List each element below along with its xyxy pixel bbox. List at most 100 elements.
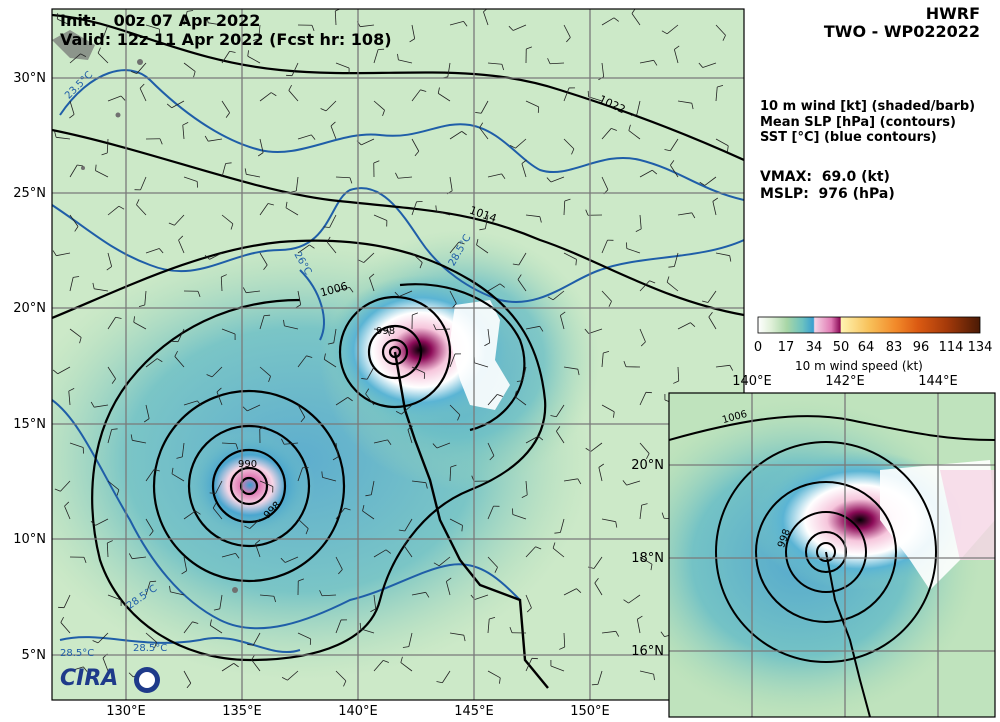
wind-barb [436,210,451,216]
wind-barb [94,288,109,292]
wind-barb [259,366,271,377]
wind-barb-flag [305,528,309,535]
wind-barb-flag [373,160,380,164]
wind-barb-flag [501,64,505,71]
wind-barb [639,280,650,292]
wind-barb-flag [80,53,87,57]
wind-barb-flag [395,411,402,415]
wind-barb [594,582,603,596]
wind-barb [563,632,566,648]
colorbar-tick: 96 [912,340,930,355]
wind-barb [325,100,337,112]
wind-barb [715,24,726,36]
wind-barb-flag [128,553,133,559]
colorbar-tick: 17 [777,340,795,355]
wind-barb-flag [221,274,227,278]
wind-barb [449,131,462,140]
wind-barb [181,442,185,457]
lon-tick-label: 145°E [454,704,494,719]
wind-barb-flag [101,152,108,156]
wind-barb-flag [458,241,465,245]
wind-barb [601,353,604,368]
wind-barb [447,62,451,77]
wind-barb-flag [526,607,532,613]
wind-barb [476,244,489,254]
mslp-value: MSLP: 976 (hPa) [760,186,895,202]
wind-barb-flag [95,164,97,171]
wind-barb [297,134,312,140]
wind-barb-flag [229,50,236,53]
wind-barb [335,397,348,406]
wind-barb [132,556,147,560]
wind-barb-flag [564,198,571,202]
wind-barb [56,136,71,140]
wind-barb-flag [267,203,274,206]
wind-barb-flag [209,492,216,494]
wind-barb [601,290,612,302]
wind-barb-flag [637,615,643,620]
wind-barb-flag [559,646,565,650]
wind-barb-flag [727,145,729,152]
wind-barb [366,366,375,380]
wind-barb-flag [252,38,259,42]
wind-barb [95,170,109,178]
wind-barb [707,290,717,303]
wind-barb [484,214,489,229]
wind-barb-flag [143,418,150,423]
wind-barb-flag [640,341,646,347]
wind-barb [398,176,413,179]
valid-time: Valid: 12z 11 Apr 2022 (Fcst hr: 108) [60,30,392,49]
wind-barb-flag [118,205,125,210]
wind-barb [57,18,71,26]
colorbar-tick: 50 [832,340,850,355]
wind-barb-flag [225,162,232,164]
wind-barb-flag [130,434,133,441]
wind-barb-flag [615,631,620,637]
wind-barb [588,96,603,102]
wind-barb-flag [273,596,277,603]
wind-barb [411,591,426,596]
wind-barb [435,328,451,331]
wind-barb [601,62,605,77]
wind-barb [639,556,653,565]
wind-barb [563,87,570,102]
wind-barb-flag [499,283,505,288]
wind-barb [334,10,337,26]
wind-barb [183,556,188,571]
land-mass [52,30,95,60]
wind-barb [285,207,299,216]
wind-barb [297,518,309,529]
wind-barb [590,442,603,452]
wind-barb-flag [660,631,665,637]
wind-barb-flag [60,616,64,623]
wind-barb [525,214,540,218]
wind-barb-flag [247,50,249,57]
wind-barb [639,328,646,343]
wind-barb [411,480,426,484]
wind-barb [68,391,71,406]
wind-barb-flag [425,592,430,598]
wind-barb [677,366,680,382]
wind-barb [69,277,74,292]
inset-lon-tick-label: 144°E [918,374,958,389]
wind-barb-flag [186,682,192,689]
wind-barb [411,366,425,374]
wind-barb [708,316,717,330]
wind-barb [365,393,375,406]
wind-barb [411,89,421,102]
wind-barb [601,17,615,26]
wind-barb-flag [153,469,160,472]
wind-barb [479,127,489,140]
wind-barb [373,100,385,111]
wind-barb-flag [584,328,590,334]
wind-barb [212,507,223,520]
wind-barb [171,473,185,482]
wind-barb [69,53,81,64]
wind-barb [259,252,268,266]
wind-barb-flag [585,209,589,216]
wind-barb-flag [425,482,428,489]
wind-barb-flag [73,276,80,278]
wind-barb [626,480,641,486]
wind-barb [216,391,223,406]
wind-barb [666,24,679,35]
